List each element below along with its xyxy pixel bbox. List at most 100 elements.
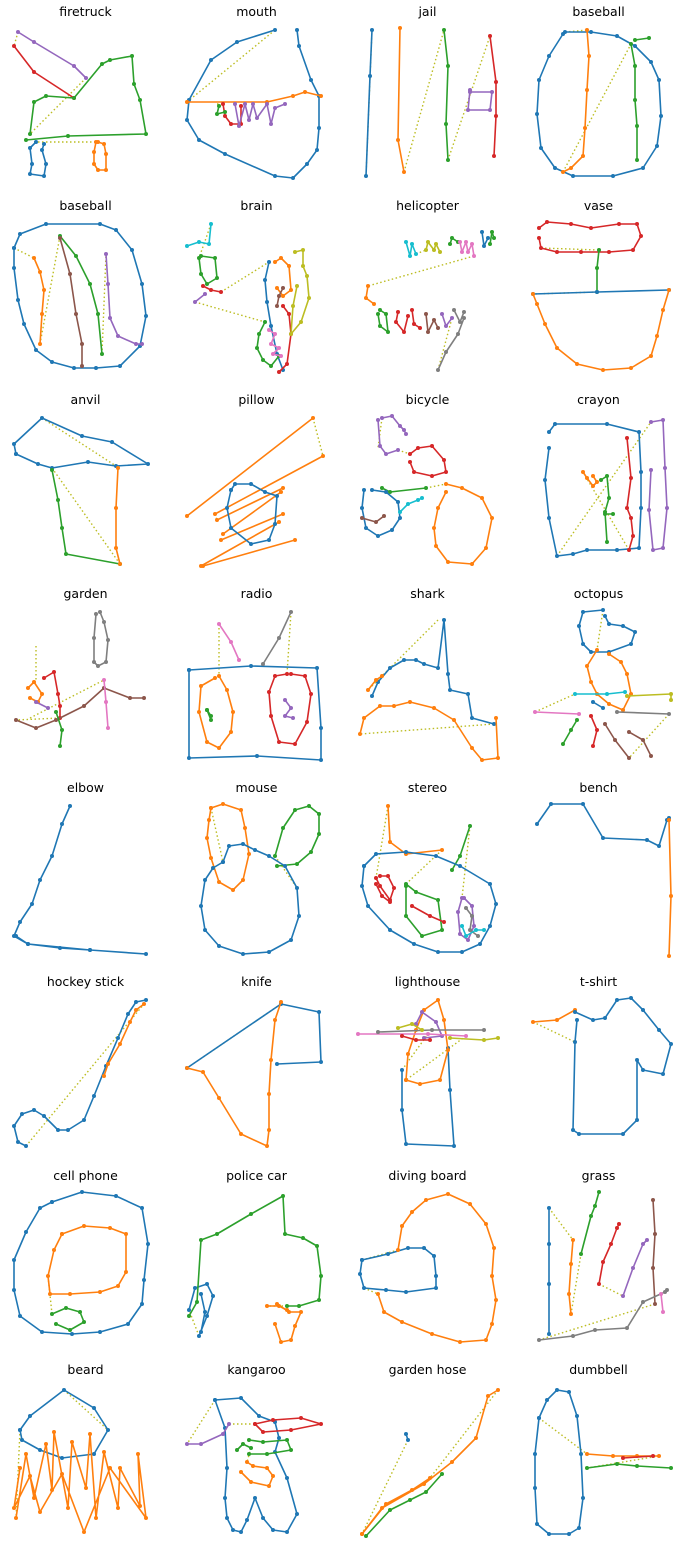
dumbbell-stroke-2-point-3 [669,1466,673,1470]
grass-stroke-6-point-6 [665,1288,669,1292]
police-car-stroke-3-point-4 [289,1338,293,1342]
shark-stroke-1-point-10 [494,716,498,720]
beard-pen-up-1 [64,1390,108,1430]
baseball-pen-up-1 [563,44,631,172]
lighthouse-stroke-1-point-7 [438,1078,442,1082]
mouse-stroke-1-point-4 [317,812,321,816]
baseball-2-stroke-0-point-4 [114,228,118,232]
radio-stroke-4-point-0 [283,698,287,702]
bicycle-stroke-4-point-1 [360,506,364,510]
octopus-stroke-0-point-0 [601,608,605,612]
knife-stroke-1-point-1 [273,1018,277,1022]
mouth-stroke-2-point-4 [239,104,243,108]
stereo-stroke-2-point-4 [458,864,462,868]
stereo-stroke-4-point-0 [374,882,378,886]
mouth-stroke-1-point-4 [319,94,323,98]
octopus-stroke-6 [563,720,577,744]
octopus-stroke-0-point-7 [633,630,637,634]
kangaroo-pen-up-0 [187,1400,215,1444]
grass-stroke-2-point-1 [589,1214,593,1218]
mouse-stroke-0-point-7 [217,880,221,884]
firetruck-stroke-1-point-1 [32,70,36,74]
grass-stroke-6 [539,1290,667,1340]
panel-baseball: baseball [513,0,684,194]
brain-stroke-8-point-7 [291,304,295,308]
police-car-stroke-0-point-4 [205,1314,209,1318]
garden-hose-stroke-3-point-0 [364,1534,368,1538]
firetruck-stroke-2-point-2 [44,94,48,98]
stereo-stroke-7-point-4 [472,924,476,928]
beard-stroke-1-point-15 [136,1452,140,1456]
panel-helicopter: helicopter [342,194,513,388]
diving-board-stroke-0-point-5 [434,1274,438,1278]
brain-stroke-1-point-5 [199,254,203,258]
kangaroo-stroke-0-point-3 [223,1496,227,1500]
anvil-stroke-1-point-2 [60,526,64,530]
elbow-stroke-0-point-3 [38,878,42,882]
crayon-stroke-0-point-8 [585,548,589,552]
helicopter-stroke-5-point-0 [480,230,484,234]
diving-board-stroke-0 [360,1248,436,1292]
kangaroo-stroke-3-point-4 [265,1452,269,1456]
beard-stroke-1-point-5 [52,1430,56,1434]
grass-stroke-0-point-1 [547,1242,551,1246]
helicopter-stroke-8-point-1 [394,320,398,324]
mouth-stroke-1-point-2 [291,94,295,98]
lighthouse-pen-up-1 [406,1036,466,1080]
cell-phone-stroke-1-point-4 [124,1270,128,1274]
lighthouse-stroke-5-point-0 [448,1036,452,1040]
radio-stroke-2-point-9 [289,672,293,676]
helicopter-stroke-7-point-2 [386,330,390,334]
mouth-stroke-0-point-1 [235,40,239,44]
lighthouse-stroke-6-point-1 [414,1038,418,1042]
stereo-stroke-0 [388,806,442,854]
crayon-stroke-0-point-10 [555,554,559,558]
octopus-stroke-5-point-0 [615,710,619,714]
stereo-stroke-2-point-10 [436,950,440,954]
vase-stroke-3-point-0 [667,288,671,292]
mouth-stroke-0-point-0 [273,28,277,32]
octopus-stroke-9-point-2 [649,754,653,758]
stereo-stroke-8-point-1 [470,914,474,918]
grass-stroke-6-point-3 [625,1326,629,1330]
lighthouse-stroke-0-point-3 [404,1142,408,1146]
hockey-stick-stroke-0-point-11 [20,1112,24,1116]
grass-stroke-1-point-3 [569,1312,573,1316]
baseball-2-stroke-1-point-4 [38,342,42,346]
grass-stroke-6-point-2 [593,1328,597,1332]
grass-stroke-5-point-2 [651,1266,655,1270]
brain-stroke-9-point-1 [279,256,283,260]
police-car-stroke-3-point-2 [299,1310,303,1314]
mouse-stroke-1 [275,806,319,866]
pillow-stroke-7-point-8 [229,526,233,530]
mouth-stroke-0-point-9 [305,162,309,166]
lighthouse-stroke-7-point-1 [410,1022,414,1026]
crayon-stroke-4-point-0 [599,478,603,482]
brain-stroke-1 [199,256,217,284]
bicycle-stroke-5-point-4 [484,546,488,550]
grass-stroke-7-point-1 [661,1310,665,1314]
firetruck-stroke-3-point-0 [34,140,38,144]
crayon-stroke-4-point-2 [607,496,611,500]
pillow-stroke-7-point-1 [233,482,237,486]
firetruck-stroke-3-point-5 [44,162,48,166]
octopus-stroke-7-point-0 [589,714,593,718]
brain-stroke-8-point-4 [307,296,311,300]
pillow-stroke-7-point-2 [249,482,253,486]
crayon-stroke-4-point-4 [605,540,609,544]
stereo-stroke-2-point-1 [374,852,378,856]
sketch-pillow [171,388,342,582]
grass-stroke-3-point-0 [597,1282,601,1286]
octopus-stroke-4-point-2 [669,698,673,702]
shark-pen-up-1 [360,724,494,734]
mouse-stroke-2-point-15 [211,866,215,870]
beard-stroke-0-point-3 [92,1406,96,1410]
radio-stroke-1-point-8 [217,674,221,678]
beard-stroke-1-point-11 [102,1450,106,1454]
dumbbell-stroke-0-point-13 [537,1416,541,1420]
firetruck-stroke-3-point-1 [28,146,32,150]
crayon-stroke-0-point-4 [639,470,643,474]
lighthouse-stroke-5 [450,1038,498,1040]
helicopter-stroke-9-point-2 [418,326,422,330]
firetruck-stroke-3 [30,142,46,176]
